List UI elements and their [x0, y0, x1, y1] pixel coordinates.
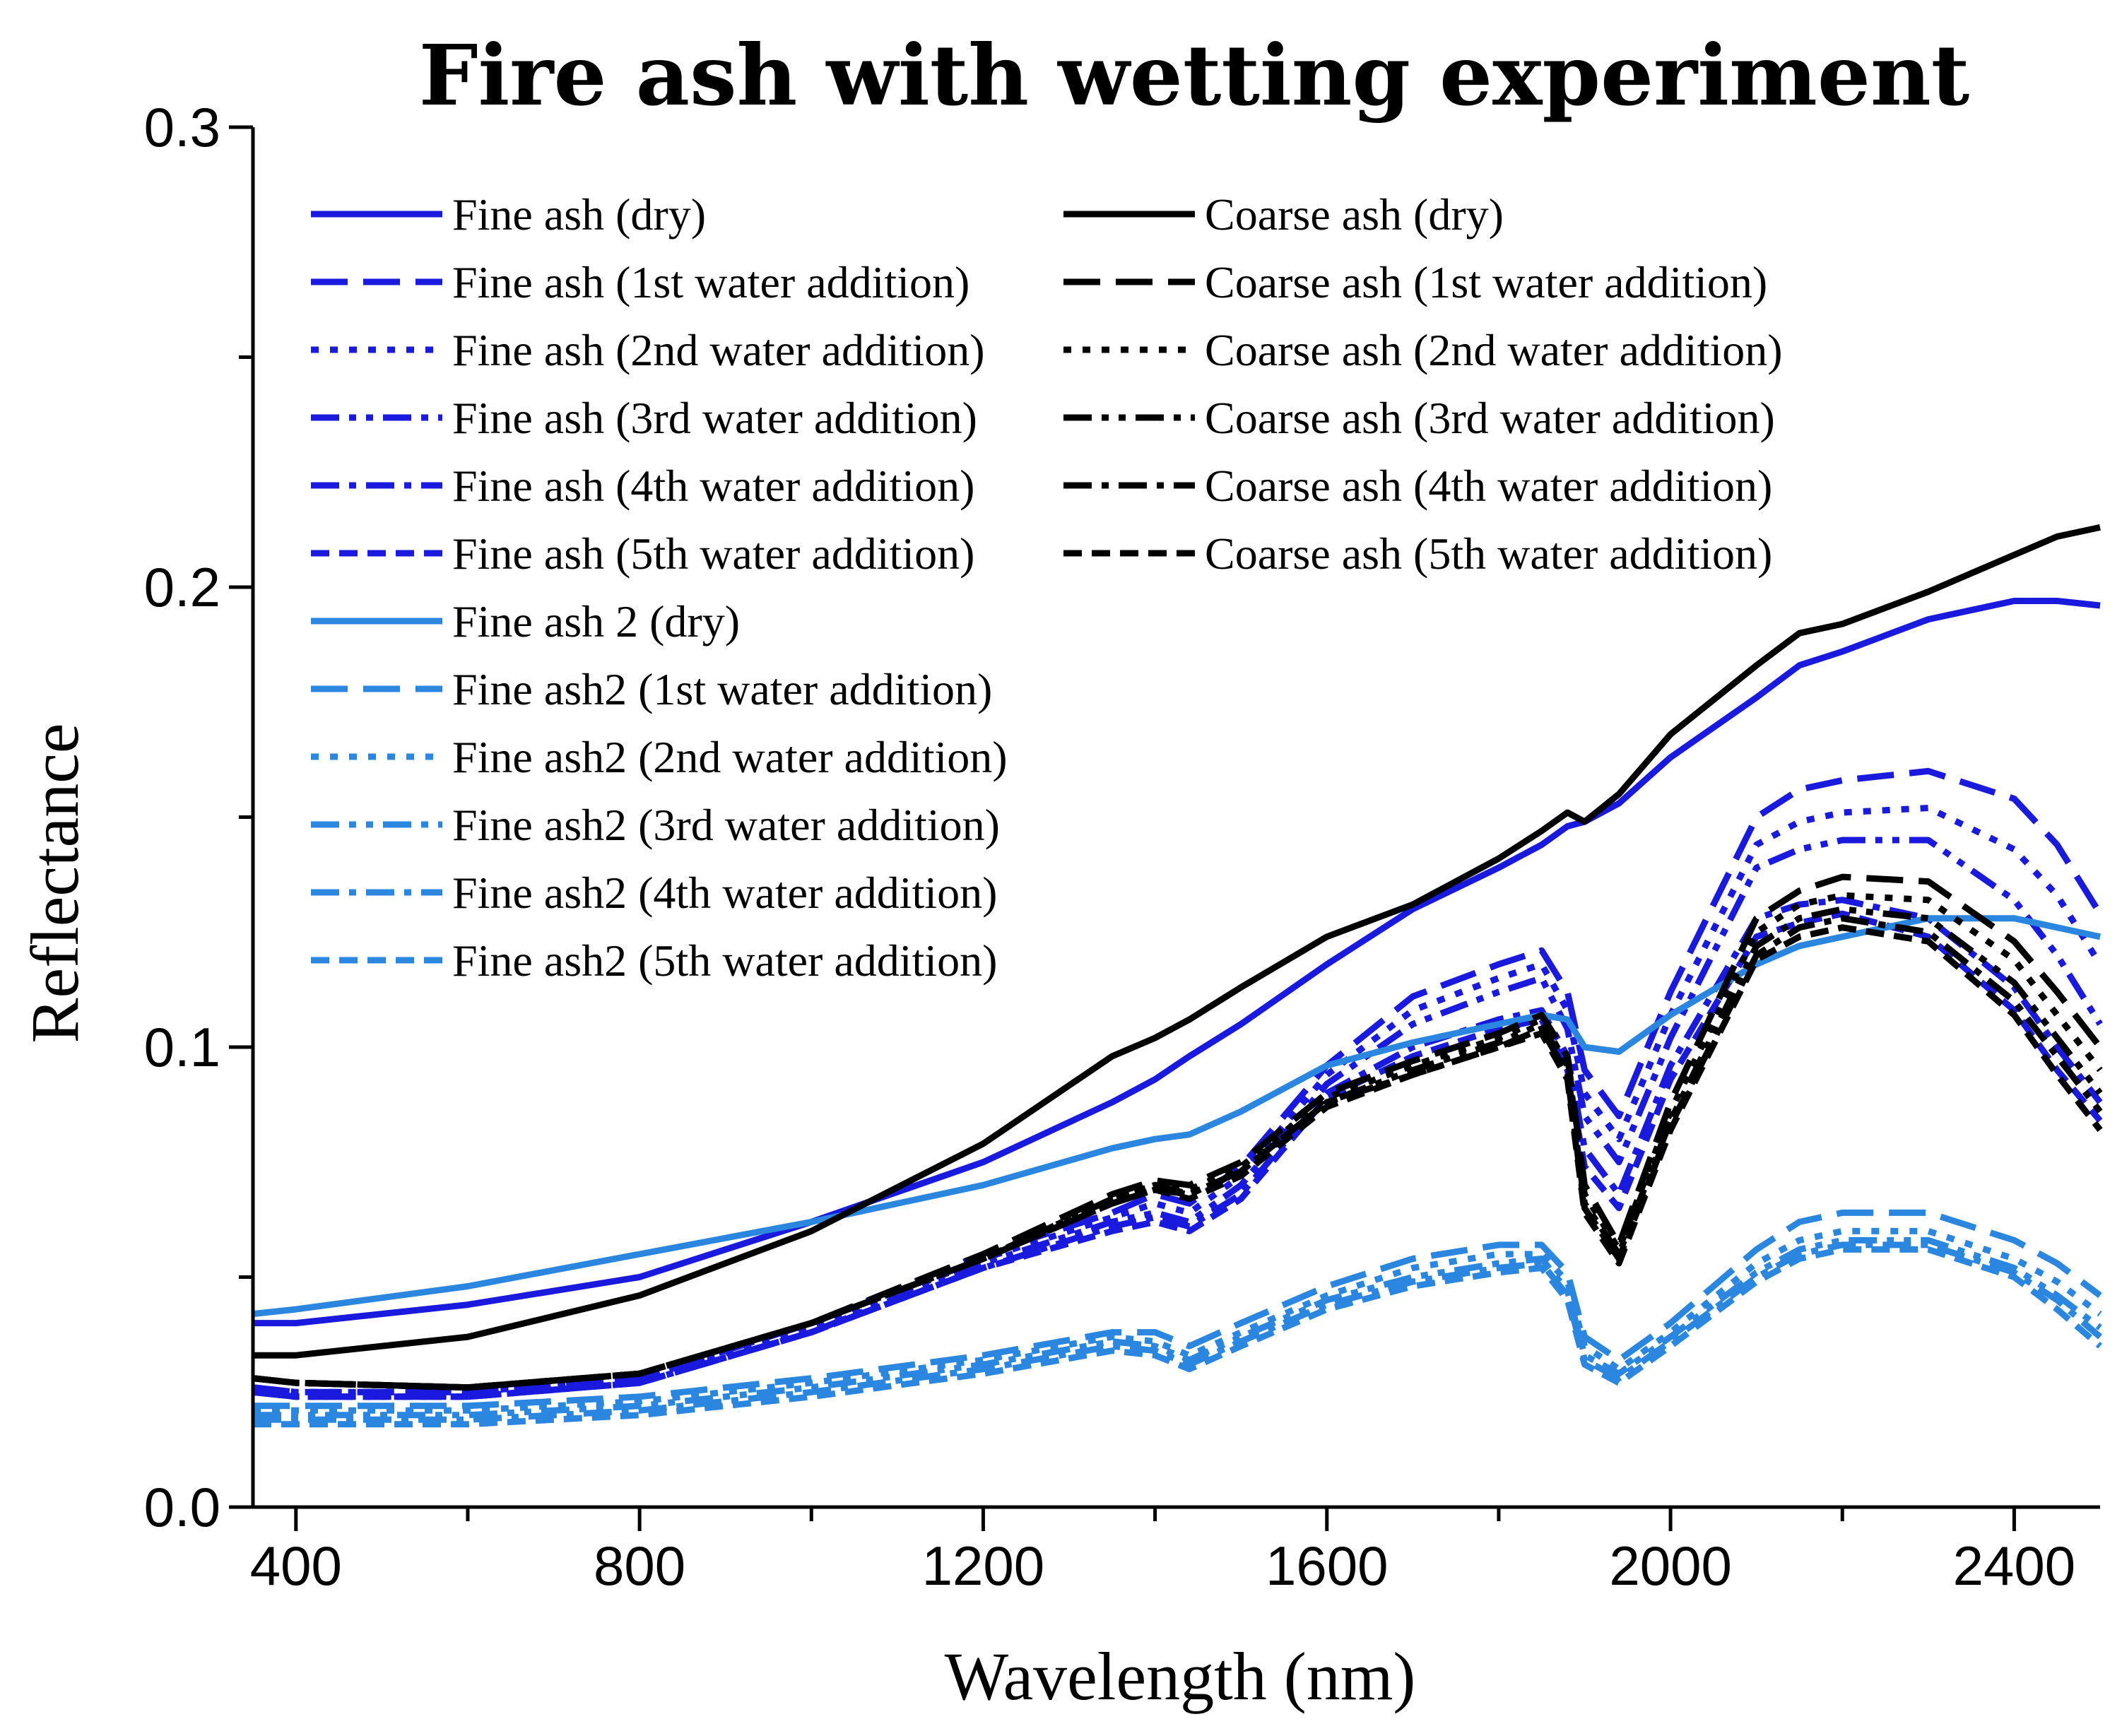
series-line-fine-ash2-1st-water-addition — [253, 1209, 2102, 1410]
legend-label-coarse-ash-1st-water-addition: Coarse ash (1st water addition) — [1205, 257, 1767, 307]
series-line-coarse-ash-2nd-water-addition — [252, 892, 2103, 1391]
series-line-fine-ash-3rd-water-addition — [252, 837, 2103, 1400]
series-line-fine-ash-1st-water-addition — [252, 767, 2103, 1395]
y-tick-label: 0.1 — [144, 1016, 220, 1078]
legend-label-fine-ash-dry: Fine ash (dry) — [452, 189, 706, 240]
legend-label-fine-ash2-2nd-water-addition: Fine ash2 (2nd water addition) — [452, 732, 1008, 782]
legend-label-fine-ash2-1st-water-addition: Fine ash2 (1st water addition) — [452, 664, 992, 714]
legend-label-coarse-ash-dry: Coarse ash (dry) — [1205, 189, 1504, 240]
legend-label-fine-ash-5th-water-addition: Fine ash (5th water addition) — [452, 529, 974, 579]
series-line-fine-ash2-3rd-water-addition — [253, 1236, 2102, 1419]
legend-label-fine-ash-4th-water-addition: Fine ash (4th water addition) — [452, 461, 974, 511]
chart-title: Fire ash with wetting experiment — [419, 26, 1970, 124]
y-tick-label: 0.0 — [144, 1476, 220, 1538]
legend-label-coarse-ash-4th-water-addition: Coarse ash (4th water addition) — [1205, 461, 1772, 511]
series-line-fine-ash-5th-water-addition — [252, 910, 2103, 1400]
series-line-coarse-ash-5th-water-addition — [252, 924, 2103, 1391]
legend-label-fine-ash-1st-water-addition: Fine ash (1st water addition) — [452, 257, 969, 307]
legend-label-fine-ash2-5th-water-addition: Fine ash2 (5th water addition) — [452, 935, 997, 986]
y-tick-label: 0.3 — [144, 96, 220, 158]
x-tick-label: 2000 — [1609, 1535, 1732, 1597]
y-tick-label: 0.2 — [144, 556, 220, 618]
x-tick-label: 400 — [250, 1535, 342, 1597]
x-tick-label: 2400 — [1953, 1535, 2076, 1597]
legend-label-fine-ash-3rd-water-addition: Fine ash (3rd water addition) — [452, 393, 977, 443]
series-line-fine-ash2-4th-water-addition — [253, 1241, 2102, 1423]
series-line-fine-ash2-2nd-water-addition — [253, 1227, 2102, 1414]
series-line-coarse-ash-dry — [253, 524, 2101, 1359]
series-line-coarse-ash-4th-water-addition — [252, 915, 2103, 1391]
x-tick-label: 1200 — [922, 1535, 1045, 1597]
x-tick-label: 1600 — [1266, 1535, 1389, 1597]
legend-label-fine-ash-2nd-water-addition: Fine ash (2nd water addition) — [452, 325, 985, 375]
legend-label-coarse-ash-3rd-water-addition: Coarse ash (3rd water addition) — [1205, 393, 1775, 443]
legend: Fine ash (dry) Fine ash (1st water additi… — [311, 189, 1783, 986]
legend-label-coarse-ash-5th-water-addition: Coarse ash (5th water addition) — [1205, 529, 1772, 579]
y-axis-title: Reflectance — [17, 724, 93, 1044]
x-tick-label: 800 — [594, 1535, 685, 1597]
series-line-coarse-ash-1st-water-addition — [252, 873, 2103, 1391]
axes-layer: 400 800 1200 1600 2000 2400 0.0 0.1 0.2 0.3 — [144, 96, 2100, 1597]
x-axis-title: Wavelength (nm) — [945, 1638, 1416, 1714]
legend-label-fine-ash2-3rd-water-addition: Fine ash2 (3rd water addition) — [452, 800, 1000, 850]
series-line-fine-ash-2-dry — [252, 915, 2101, 1318]
legend-label-fine-ash2-4th-water-addition: Fine ash2 (4th water addition) — [452, 868, 997, 918]
legend-label-fine-ash-2-dry: Fine ash 2 (dry) — [452, 596, 740, 646]
legend-label-coarse-ash-2nd-water-addition: Coarse ash (2nd water addition) — [1205, 325, 1783, 375]
series-layer — [252, 524, 2103, 1428]
